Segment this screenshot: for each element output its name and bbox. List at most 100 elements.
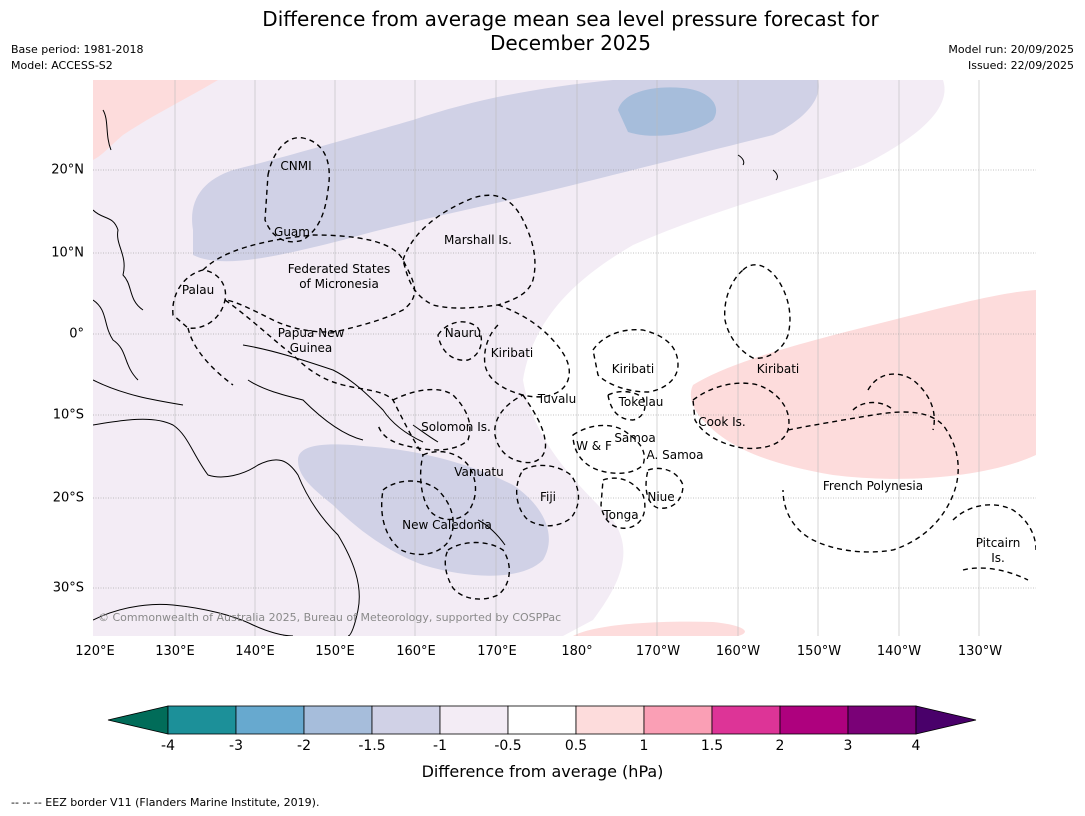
- eez-kiribati-gilbert: [483, 304, 570, 398]
- title-line-2: December 2025: [490, 31, 651, 55]
- colorbar-tick-label: 1: [640, 738, 649, 754]
- colorbar-extend-high: [915, 705, 977, 735]
- colorbar-cell: [575, 705, 645, 735]
- label-tonga: Tonga: [602, 508, 638, 522]
- lon-label-120e: 120°E: [75, 644, 115, 659]
- model-name: Model: ACCESS-S2: [11, 59, 113, 72]
- colorbar-ticks: -4 -3 -2 -1.5 -1 -0.5 0.5 1 1.5 2 3 4: [161, 738, 921, 754]
- coastline-asia: [93, 109, 184, 406]
- meta-left: Base period: 1981-2018 Model: ACCESS-S2: [11, 42, 143, 74]
- lon-label-170w: 170°W: [635, 644, 681, 659]
- label-fiji: Fiji: [540, 490, 556, 504]
- colorbar-tick-label: 0.5: [565, 738, 587, 754]
- anomaly-region-pink-south: [573, 621, 745, 636]
- lat-label-10s: 10°S: [52, 407, 84, 423]
- lat-label-20n: 20°N: [51, 162, 84, 178]
- eez-french-polynesia: [782, 411, 959, 553]
- lon-label-160w: 160°W: [715, 644, 761, 659]
- base-period: Base period: 1981-2018: [11, 43, 144, 56]
- anomaly-region-blue-north: [618, 87, 717, 136]
- label-nauru: Nauru: [445, 326, 481, 340]
- label-kiribati-gilbert: Kiribati: [491, 346, 533, 360]
- eez-fiji: [516, 464, 580, 527]
- eez-marshall: [402, 194, 536, 309]
- lat-label-30s: 30°S: [52, 580, 84, 596]
- label-pitcairn-2: Is.: [991, 551, 1005, 565]
- anomaly-region-pink-east: [690, 290, 1036, 479]
- colorbar-cell: [371, 705, 441, 735]
- label-cook: Cook Is.: [698, 415, 745, 429]
- coastline-islands: [412, 154, 778, 443]
- meta-right: Model run: 20/09/2025 Issued: 22/09/2025: [948, 42, 1074, 74]
- colorbar-tick-label: 4: [912, 738, 921, 754]
- colorbar-tick-label: 3: [844, 738, 853, 754]
- eez-palau: [172, 269, 227, 329]
- colorbar-tick-label: -1: [433, 738, 447, 754]
- lat-label-0: 0°: [69, 326, 84, 342]
- lon-label-150w: 150°W: [796, 644, 842, 659]
- colorbar: -4 -3 -2 -1.5 -1 -0.5 0.5 1 1.5 2 3 4: [107, 705, 977, 754]
- lon-label-140w: 140°W: [876, 644, 922, 659]
- label-tokelau: Tokelau: [618, 395, 664, 409]
- label-niue: Niue: [647, 490, 674, 504]
- eez-cnmi-guam: [264, 137, 330, 243]
- colorbar-cell: [779, 705, 849, 735]
- coastlines: [93, 109, 778, 636]
- colorbar-cell: [439, 705, 509, 735]
- label-guam: Guam: [274, 225, 310, 239]
- label-cnmi: CNMI: [280, 159, 311, 173]
- meridians: [174, 80, 980, 636]
- title-line-1: Difference from average mean sea level p…: [262, 7, 879, 31]
- colorbar-cells: [107, 705, 977, 735]
- eez-kiribati-phoenix: [592, 328, 679, 393]
- label-palau: Palau: [182, 283, 214, 297]
- label-samoa: Samoa: [614, 431, 655, 445]
- issued-date: Issued: 22/09/2025: [967, 59, 1074, 72]
- colorbar-tick-label: -3: [229, 738, 243, 754]
- lon-label-170e: 170°E: [477, 644, 517, 659]
- label-png-2: Guinea: [290, 341, 333, 355]
- eez-pitcairn: [952, 504, 1036, 581]
- coastline-australia: [93, 418, 360, 636]
- colorbar-cell: [167, 705, 237, 735]
- eez-tonga-niue: [600, 467, 684, 529]
- eez-kiribati-line: [724, 264, 791, 359]
- colorbar-extend-low: [107, 705, 169, 735]
- lon-label-140e: 140°E: [235, 644, 275, 659]
- label-vanuatu: Vanuatu: [454, 465, 504, 479]
- eez-eastern-kiribati: [852, 373, 935, 431]
- lon-label-130w: 130°W: [957, 644, 1003, 659]
- label-kiribati-line: Kiribati: [757, 362, 799, 376]
- colorbar-cell: [847, 705, 917, 735]
- chart-title: Difference from average mean sea level p…: [0, 7, 1085, 55]
- colorbar-cell: [711, 705, 781, 735]
- place-labels: CNMI Guam Marshall Is. Federated States …: [182, 159, 1020, 565]
- lat-label-10n: 10°N: [51, 245, 84, 261]
- colorbar-tick-label: 1.5: [701, 738, 723, 754]
- label-american-samoa: A. Samoa: [647, 448, 704, 462]
- colorbar-tick-label: -0.5: [494, 738, 521, 754]
- coastline-png: [242, 344, 424, 443]
- colorbar-cell: [303, 705, 373, 735]
- eez-wallis-samoa: [572, 424, 645, 474]
- label-french-polynesia: French Polynesia: [823, 479, 923, 493]
- label-solomon: Solomon Is.: [421, 420, 491, 434]
- lon-label-180: 180°: [561, 644, 593, 659]
- label-fsm-1: Federated States: [288, 262, 390, 276]
- anomaly-region-pink-nw: [93, 80, 218, 160]
- label-wallis-futuna: W & F: [576, 439, 612, 453]
- label-tuvalu: Tuvalu: [537, 392, 577, 406]
- label-pitcairn-1: Pitcairn: [976, 536, 1021, 550]
- label-new-caledonia: New Caledonia: [402, 518, 492, 532]
- colorbar-label: Difference from average (hPa): [421, 762, 664, 781]
- lon-label-130e: 130°E: [155, 644, 195, 659]
- eez-micronesia: [202, 234, 416, 333]
- lat-label-20s: 20°S: [52, 490, 84, 506]
- lon-label-160e: 160°E: [396, 644, 436, 659]
- eez-png: [187, 299, 424, 456]
- colorbar-cell: [643, 705, 713, 735]
- eez-nauru: [437, 321, 483, 361]
- colorbar-tick-label: -4: [161, 738, 175, 754]
- colorbar-tick-label: -1.5: [358, 738, 385, 754]
- lon-label-150e: 150°E: [315, 644, 355, 659]
